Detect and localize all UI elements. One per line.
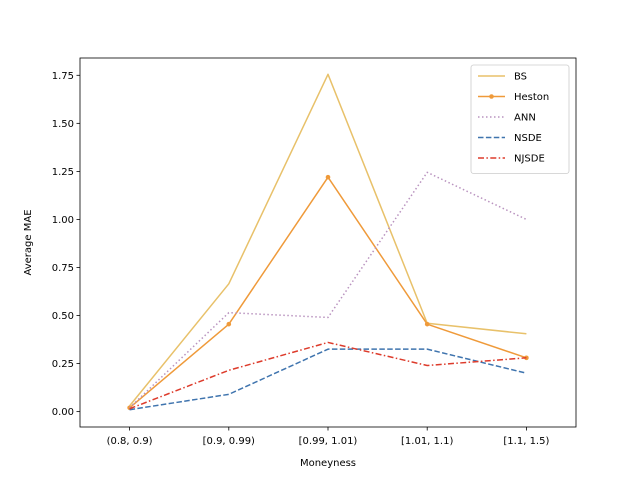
legend-box (470, 64, 570, 174)
series-line-heston (129, 176, 527, 409)
x-tick-label: (0.8, 0.9) (107, 436, 153, 447)
x-tick-label: [1.01, 1.1) (401, 436, 453, 447)
series-layer (127, 73, 529, 411)
y-tick-label: 1.50 (52, 119, 74, 130)
y-tick-label: 0.75 (52, 263, 74, 274)
axes-layer: (0.8, 0.9) [0.9, 0.99) [0.99, 1.01) [1.01, … (52, 71, 550, 447)
legend-label-njsde: NJSDE (514, 154, 545, 165)
y-axis-label: Average MAE (23, 209, 34, 275)
y-tick-label: 1.00 (52, 215, 74, 226)
y-tick-label: 0.25 (52, 359, 74, 370)
y-tick-label: 1.25 (52, 167, 74, 178)
legend-marker-heston (489, 94, 494, 99)
x-tick-label: [0.9, 0.99) (203, 436, 255, 447)
data-point-heston (226, 321, 232, 327)
data-point-heston (325, 174, 331, 180)
y-tick-label: 0.00 (52, 407, 74, 418)
x-tick-label: [0.99, 1.01) (299, 436, 358, 447)
series-line-bs (129, 73, 527, 407)
legend-label-bs: BS (514, 72, 527, 83)
series-line-njsde (129, 341, 527, 410)
legend-label-ann: ANN (514, 113, 536, 124)
legend: BS Heston ANN NSDE NJSDE (470, 64, 570, 174)
y-tick-label: 0.50 (52, 311, 74, 322)
y-tick-label: 1.75 (52, 71, 74, 82)
x-axis-label: Moneyness (300, 458, 356, 469)
x-tick-label: [1.1, 1.5) (503, 436, 549, 447)
legend-label-nsde: NSDE (514, 133, 542, 144)
series-line-nsde (129, 348, 527, 411)
legend-label-heston: Heston (514, 92, 549, 103)
data-point-heston (424, 321, 430, 327)
series-line-ann (129, 171, 527, 409)
